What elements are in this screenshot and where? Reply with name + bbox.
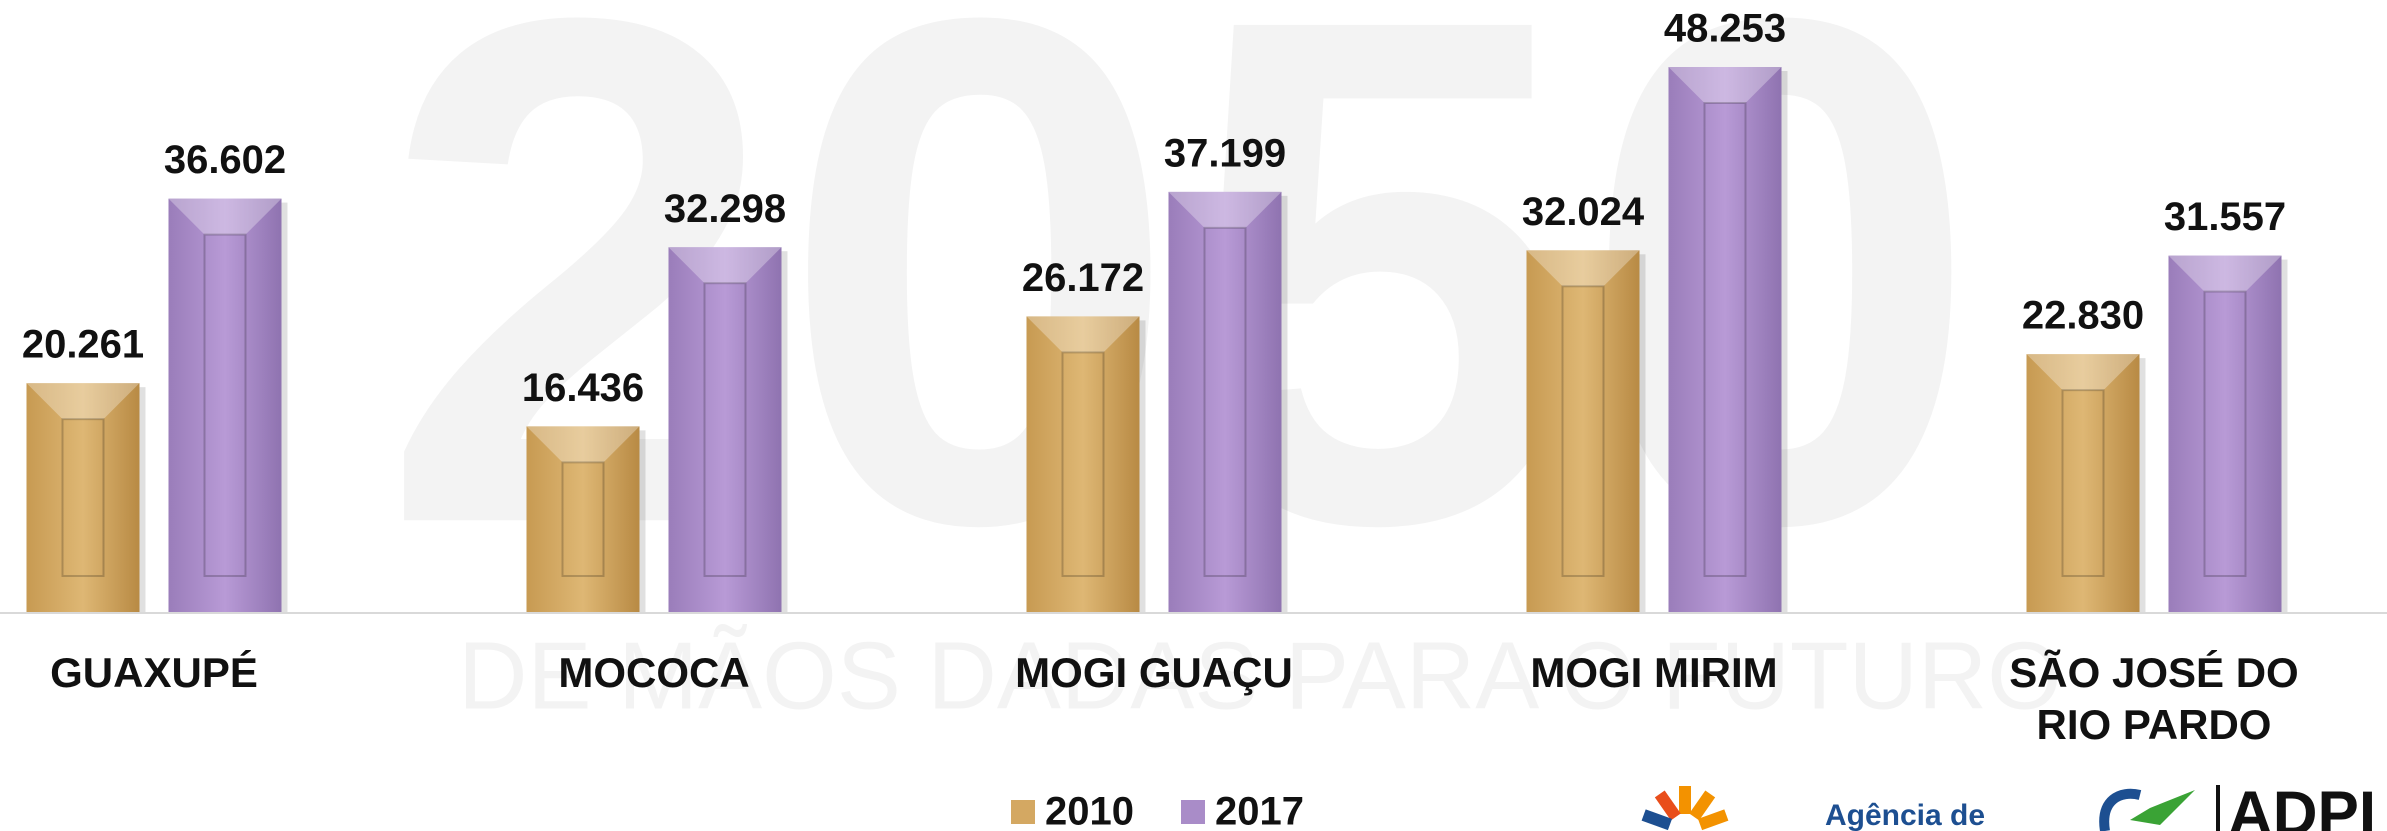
x-tick-label: MOGI MIRIM [1530, 649, 1778, 696]
bar-bevel [2026, 354, 2140, 391]
logo-sun [1641, 786, 1729, 831]
bar [668, 247, 782, 613]
value-label: 20.261 [22, 323, 144, 367]
legend-swatch [1011, 800, 1035, 824]
bar-bevel [526, 426, 640, 463]
logo: Agência de ADPI [1641, 779, 2376, 831]
value-label: 37.199 [1164, 131, 1286, 175]
bar [1026, 316, 1140, 612]
x-tick-label: MOGI GUAÇU [1015, 649, 1293, 696]
bar-bevel [2203, 290, 2247, 577]
value-label: 26.172 [1022, 256, 1144, 300]
value-label: 32.024 [1522, 190, 1645, 234]
bar-bevel [1026, 316, 1140, 353]
bar [2168, 255, 2282, 613]
bar [1526, 250, 1640, 612]
value-label: 22.830 [2022, 294, 2144, 338]
bar [1168, 191, 1282, 612]
bar-bevel [1061, 351, 1105, 577]
bar-bevel [2168, 255, 2282, 292]
bar [526, 426, 640, 612]
bar-bevel [1203, 226, 1247, 577]
bar-bevel [26, 383, 140, 420]
bar-bevel [1526, 250, 1640, 287]
watermark-subtitle: DE MÃOS DADAS PARA O FUTURO [458, 622, 2062, 729]
legend-swatch [1181, 800, 1205, 824]
logo-text-2: ADPI [2228, 779, 2376, 831]
bar-bevel [1561, 285, 1605, 577]
value-label: 32.298 [664, 187, 786, 231]
value-label: 36.602 [164, 138, 286, 182]
bar-bevel [168, 198, 282, 235]
legend-label: 2010 [1045, 790, 1134, 831]
bar [26, 383, 140, 612]
bar-bevel [1168, 191, 1282, 228]
bar-bevel [561, 461, 605, 577]
bar-bevel [61, 418, 105, 578]
bar-bevel [703, 282, 747, 577]
legend-label: 2017 [1215, 790, 1304, 831]
bar-bevel [1668, 67, 1782, 103]
bar [168, 198, 282, 612]
x-tick-label: GUAXUPÉ [50, 649, 258, 696]
bar-bevel [1703, 102, 1747, 577]
logo-text: Agência de [1825, 799, 1985, 831]
bar [2026, 354, 2140, 612]
bar-bevel [203, 233, 247, 577]
bar-bevel [2061, 389, 2105, 577]
bar [1668, 67, 1782, 612]
value-label: 16.436 [522, 366, 644, 410]
value-label: 31.557 [2164, 195, 2286, 239]
bar-bevel [668, 247, 782, 284]
x-tick-label: MOCOCA [558, 649, 750, 696]
x-tick-label: SÃO JOSÉ DO RIO PARDO [2009, 649, 2299, 748]
value-label: 48.253 [1664, 7, 1786, 51]
